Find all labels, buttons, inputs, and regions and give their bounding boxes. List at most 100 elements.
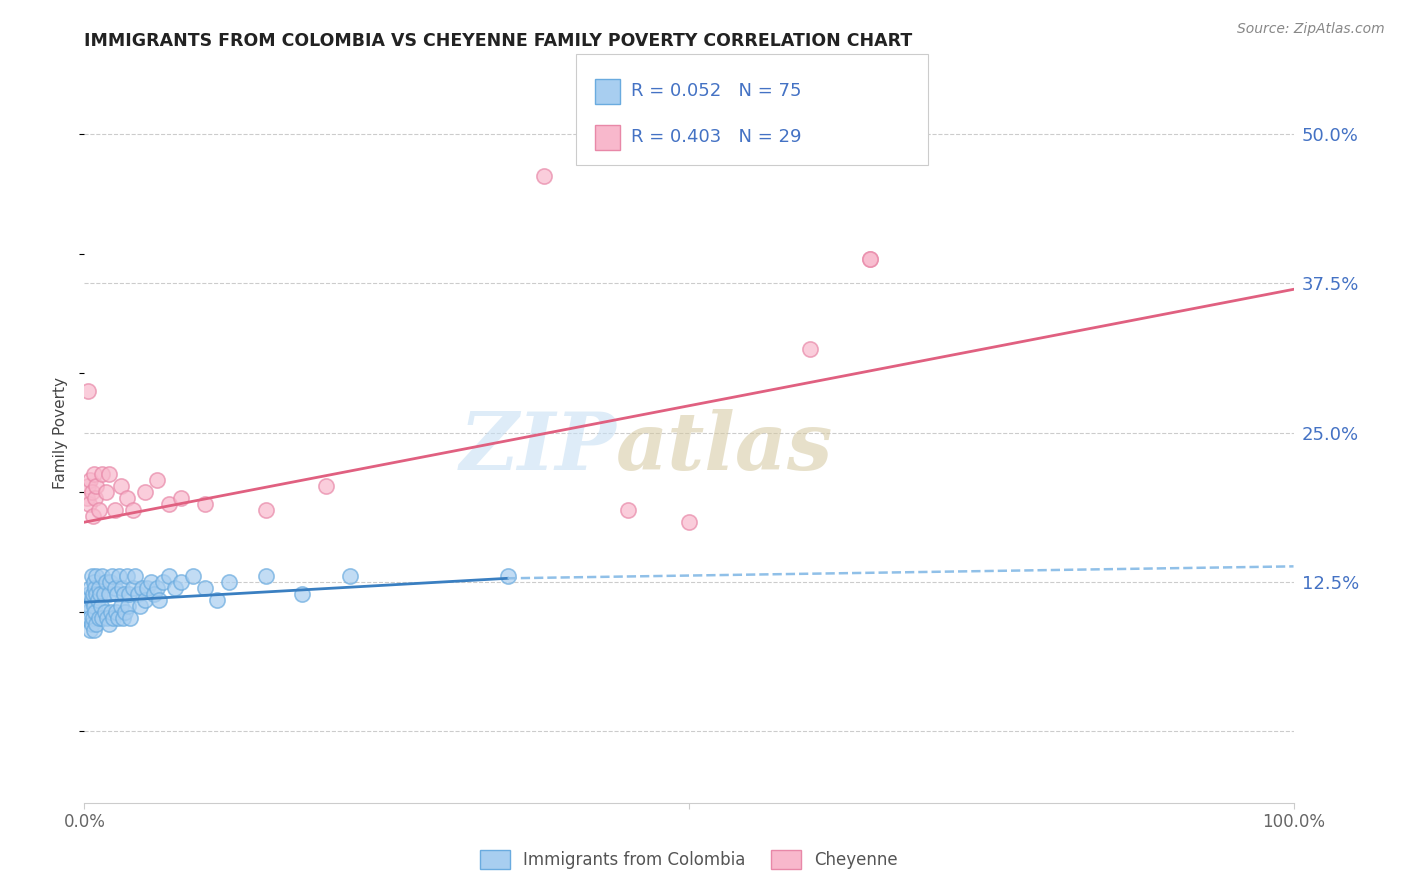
Point: [96, 611, 118, 625]
Point: [84, 605, 107, 619]
Point: [93, 587, 115, 601]
Point: [117, 599, 139, 613]
Point: [496, 569, 519, 583]
Point: [82, 509, 104, 524]
Point: [94, 605, 117, 619]
Point: [254, 569, 277, 583]
Point: [103, 611, 125, 625]
Text: ZIP: ZIP: [460, 409, 616, 486]
Point: [80, 485, 103, 500]
Point: [87, 611, 110, 625]
Point: [104, 581, 127, 595]
Point: [129, 599, 152, 613]
Point: [90, 599, 112, 613]
Point: [80, 616, 103, 631]
Y-axis label: Family Poverty: Family Poverty: [53, 376, 69, 489]
Point: [112, 611, 135, 625]
Point: [79, 623, 101, 637]
Point: [120, 611, 142, 625]
Text: IMMIGRANTS FROM COLOMBIA VS CHEYENNE FAMILY POVERTY CORRELATION CHART: IMMIGRANTS FROM COLOMBIA VS CHEYENNE FAM…: [84, 32, 912, 50]
Point: [86, 616, 108, 631]
Point: [207, 592, 229, 607]
Point: [83, 623, 105, 637]
Point: [218, 574, 240, 589]
Text: Source: ZipAtlas.com: Source: ZipAtlas.com: [1237, 22, 1385, 37]
Point: [87, 581, 110, 595]
Point: [115, 491, 138, 506]
Point: [291, 587, 314, 601]
Point: [98, 574, 121, 589]
Point: [105, 587, 128, 601]
Point: [339, 569, 361, 583]
Point: [83, 574, 105, 589]
Point: [157, 569, 180, 583]
Point: [139, 574, 162, 589]
Point: [86, 592, 108, 607]
Point: [77, 384, 100, 398]
Point: [254, 503, 277, 517]
Point: [91, 611, 114, 625]
Point: [97, 467, 120, 482]
Point: [315, 479, 337, 493]
Point: [152, 574, 174, 589]
Point: [194, 497, 217, 511]
Point: [100, 605, 122, 619]
Point: [79, 611, 101, 625]
Point: [127, 587, 149, 601]
Point: [799, 342, 821, 356]
Point: [143, 587, 166, 601]
Point: [157, 497, 180, 511]
Point: [97, 616, 120, 631]
Legend: Immigrants from Colombia, Cheyenne: Immigrants from Colombia, Cheyenne: [474, 843, 904, 876]
Point: [82, 587, 104, 601]
Point: [77, 587, 100, 601]
Point: [617, 503, 640, 517]
Point: [111, 581, 134, 595]
Point: [77, 599, 100, 613]
Point: [114, 605, 136, 619]
Point: [91, 569, 114, 583]
Point: [84, 491, 107, 506]
Point: [79, 474, 101, 488]
Point: [82, 611, 104, 625]
Point: [87, 503, 110, 517]
Point: [859, 252, 882, 267]
Point: [101, 569, 124, 583]
Point: [134, 485, 156, 500]
Point: [146, 581, 169, 595]
Point: [110, 479, 132, 493]
Point: [112, 587, 135, 601]
Point: [118, 587, 141, 601]
Point: [131, 581, 153, 595]
Point: [80, 592, 103, 607]
Point: [76, 611, 98, 625]
Point: [77, 592, 100, 607]
Point: [76, 491, 98, 506]
Text: R = 0.403   N = 29: R = 0.403 N = 29: [631, 128, 801, 146]
Point: [136, 581, 159, 595]
Text: R = 0.052   N = 75: R = 0.052 N = 75: [631, 82, 801, 100]
Point: [86, 479, 108, 493]
Point: [533, 169, 555, 183]
Point: [97, 587, 120, 601]
Point: [146, 474, 169, 488]
Point: [77, 605, 100, 619]
Point: [79, 581, 101, 595]
Point: [94, 574, 117, 589]
Point: [115, 569, 138, 583]
Point: [678, 515, 700, 529]
Point: [89, 587, 111, 601]
Point: [859, 252, 882, 267]
Point: [194, 581, 217, 595]
Point: [84, 581, 107, 595]
Point: [83, 599, 105, 613]
Point: [121, 503, 143, 517]
Point: [181, 569, 204, 583]
Point: [110, 599, 132, 613]
Point: [83, 467, 105, 482]
Point: [86, 569, 108, 583]
Point: [104, 503, 127, 517]
Point: [121, 581, 143, 595]
Point: [91, 467, 114, 482]
Point: [107, 611, 129, 625]
